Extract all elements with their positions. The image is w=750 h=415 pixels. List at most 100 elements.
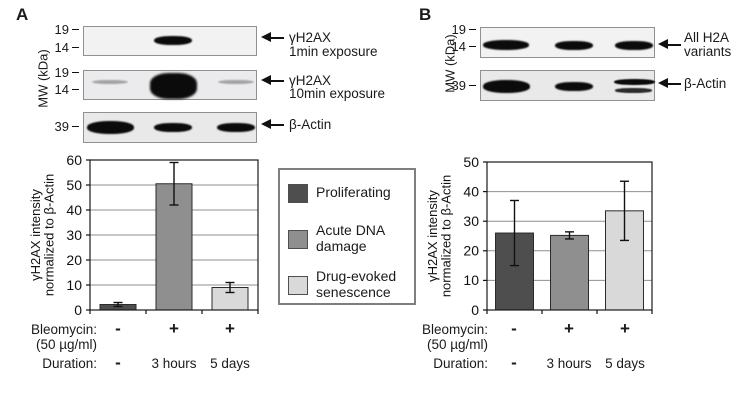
blot-label-line: β-Actin: [289, 117, 332, 132]
tick-mark: [72, 46, 79, 49]
blot-band: [217, 122, 255, 132]
blot-band: [555, 40, 593, 50]
annot-label-line: (50 µg/ml): [35, 337, 97, 353]
gamma-h2ax-1min-blot: [83, 26, 257, 56]
blot-band: [86, 120, 134, 134]
blot-band: [614, 88, 652, 93]
panel-a-label: A: [16, 5, 29, 24]
bleomycin-row-label: Bleomycin: (50 µg/ml): [0, 322, 97, 352]
blot-band: [482, 79, 530, 93]
blot-label-line: 1min exposure: [289, 44, 378, 59]
y-tick-label: 40: [66, 202, 82, 218]
mw-marker-value: 19: [54, 22, 69, 37]
mw-marker: 14: [452, 39, 476, 54]
tick-mark: [72, 125, 79, 128]
legend-label-line: damage: [316, 238, 367, 254]
legend-label-line: Drug-evoked: [316, 268, 397, 285]
blot-band: [613, 79, 655, 85]
legend-label-line: senescence: [316, 284, 391, 300]
blot-label-line: γH2AX: [289, 73, 332, 88]
blot-band: [615, 40, 653, 50]
annot-value: 3 hours: [546, 356, 592, 371]
y-tick-label: 10: [463, 272, 479, 288]
plot-border: [486, 161, 653, 311]
mw-marker: 14: [55, 40, 79, 55]
annot-value: +: [225, 319, 235, 338]
duration-row-label: Duration:: [374, 356, 488, 371]
bleomycin-row-label: Bleomycin: (50 µg/ml): [374, 322, 488, 352]
y-tick-label: 40: [463, 183, 479, 199]
y-tick-label: 60: [66, 152, 82, 168]
y-axis-title-line: normalized to β-Actin: [439, 175, 454, 297]
annot-label-line: Bleomycin:: [30, 322, 97, 337]
y-tick-label: 20: [463, 243, 479, 259]
y-tick-label: 10: [66, 277, 82, 293]
annot-value: 3 hours: [151, 356, 197, 371]
left-arrow-icon: [261, 118, 284, 130]
annot-value: -: [115, 319, 121, 338]
annot-label-line: (50 µg/ml): [426, 337, 488, 353]
legend-label-line: Acute DNA: [316, 222, 386, 239]
y-axis-title-line: γH2AX intensity: [425, 190, 440, 282]
beta-actin-blot-b: [480, 70, 655, 101]
mw-marker: 14: [55, 82, 79, 97]
mw-axis-label: MW (kDa): [35, 49, 51, 108]
left-arrow-icon: [658, 77, 681, 89]
tick-mark: [469, 45, 476, 48]
legend-swatch: [288, 229, 308, 249]
duration-row-label: Duration:: [0, 356, 97, 371]
left-arrow-icon: [658, 38, 681, 50]
left-arrow-icon: [261, 31, 284, 43]
y-tick-label: 30: [463, 213, 479, 229]
blot-band: [92, 79, 128, 85]
mw-marker: 19: [452, 22, 476, 37]
mw-marker-value: 39: [54, 119, 69, 134]
blot-band: [218, 79, 254, 85]
y-tick-label: 30: [66, 227, 82, 243]
tick-mark: [72, 28, 79, 31]
bar-acute-dna-damage: [550, 234, 589, 311]
legend-item-label: Acute DNA damage: [316, 223, 385, 254]
blot-label-line: 10min exposure: [289, 86, 386, 101]
mw-marker: 19: [55, 22, 79, 37]
annot-label-line: Duration:: [42, 356, 97, 371]
legend-item-proliferating: Proliferating: [288, 182, 391, 204]
blot-band: [154, 35, 192, 45]
y-tick-label: 50: [66, 177, 82, 193]
blot-label-line: All H2A: [684, 30, 730, 45]
annot-value: -: [115, 353, 121, 372]
mw-marker-value: 19: [54, 65, 69, 80]
annot-label-line: Bleomycin:: [421, 322, 488, 337]
legend-item-acute-dna-damage: Acute DNA damage: [288, 220, 385, 258]
annot-value: 5 days: [210, 356, 250, 371]
tick-mark: [469, 28, 476, 31]
mw-marker-value: 14: [54, 40, 69, 55]
mw-marker: 39: [452, 78, 476, 93]
annot-value: +: [620, 319, 630, 338]
annot-value: +: [169, 319, 179, 338]
legend-swatch: [288, 183, 308, 203]
annot-value: -: [511, 353, 517, 372]
blot-band: [154, 122, 192, 132]
annot-value: -: [511, 319, 517, 338]
blot-label-line: β-Actin: [684, 76, 727, 91]
legend-swatch: [288, 275, 308, 295]
mw-marker: 19: [55, 65, 79, 80]
mw-marker: 39: [55, 119, 79, 134]
legend-item-drug-evoked-senescence: Drug-evoked senescence: [288, 266, 396, 304]
blot-label-line: γH2AX: [289, 30, 332, 45]
y-tick-label: 50: [463, 154, 479, 170]
left-arrow-icon: [261, 74, 284, 86]
y-axis-title-line: normalized to β-Actin: [42, 174, 57, 296]
all-h2a-variants-blot: [480, 27, 655, 58]
annot-value: +: [564, 319, 574, 338]
tick-mark: [72, 71, 79, 74]
beta-actin-blot-a: [83, 112, 257, 143]
y-tick-label: 20: [66, 252, 82, 268]
blot-band: [555, 81, 593, 91]
blot-band: [149, 73, 197, 99]
mw-marker-value: 14: [54, 82, 69, 97]
